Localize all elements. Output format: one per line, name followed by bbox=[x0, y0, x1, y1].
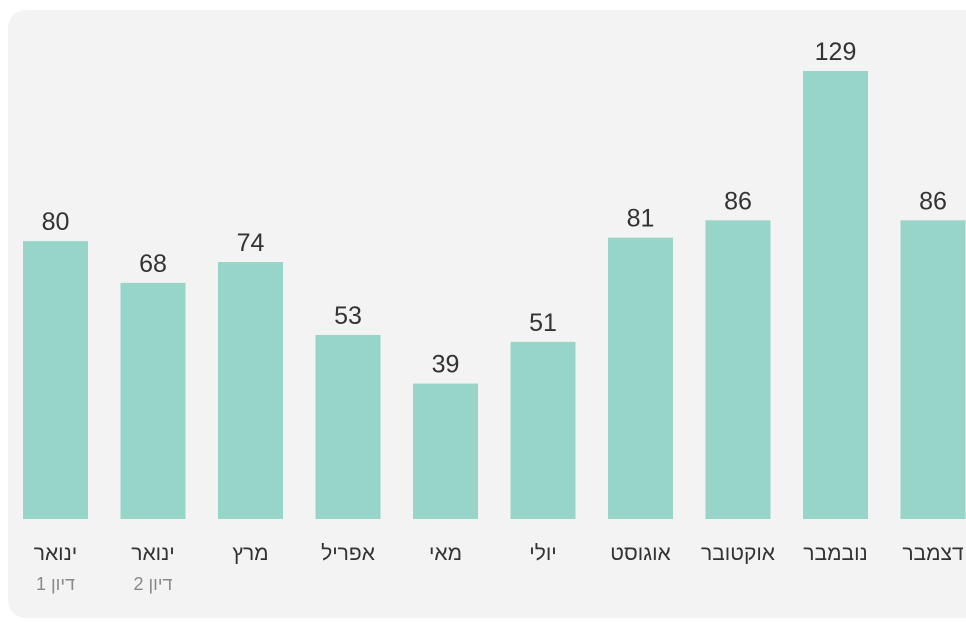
x-tick-note: דיון 2 bbox=[133, 574, 172, 594]
value-label: 51 bbox=[529, 309, 557, 337]
x-tick-label: ינואר bbox=[34, 542, 78, 565]
bar bbox=[803, 71, 868, 519]
value-label: 74 bbox=[237, 229, 265, 257]
bar bbox=[315, 334, 381, 519]
bar bbox=[23, 241, 88, 520]
x-tick-label: דצמבר bbox=[902, 542, 964, 565]
bar bbox=[510, 341, 576, 519]
value-label: 81 bbox=[627, 205, 655, 233]
value-label: 86 bbox=[724, 187, 752, 215]
bar bbox=[900, 220, 966, 520]
bar bbox=[120, 282, 186, 519]
value-label: 80 bbox=[42, 208, 70, 236]
x-tick-note: דיון 1 bbox=[36, 574, 75, 594]
value-label: 53 bbox=[334, 302, 362, 330]
x-tick-label: מרץ bbox=[232, 542, 268, 565]
x-tick-label: ינואר bbox=[131, 542, 175, 565]
x-tick-label: יולי bbox=[529, 542, 557, 565]
value-label: 68 bbox=[139, 250, 167, 278]
bar bbox=[608, 237, 673, 519]
x-tick-label: מאי bbox=[429, 542, 462, 565]
bar bbox=[705, 220, 771, 520]
x-tick-label: אוגוסט bbox=[610, 542, 670, 565]
value-label: 39 bbox=[432, 351, 460, 379]
value-label: 129 bbox=[815, 38, 857, 66]
bar bbox=[218, 262, 283, 519]
x-tick-label: אפריל bbox=[321, 542, 375, 565]
x-tick-label: אוקטובר bbox=[701, 542, 775, 565]
value-label: 86 bbox=[919, 187, 947, 215]
bar bbox=[413, 383, 478, 519]
x-tick-label: נובמבר bbox=[803, 542, 867, 565]
